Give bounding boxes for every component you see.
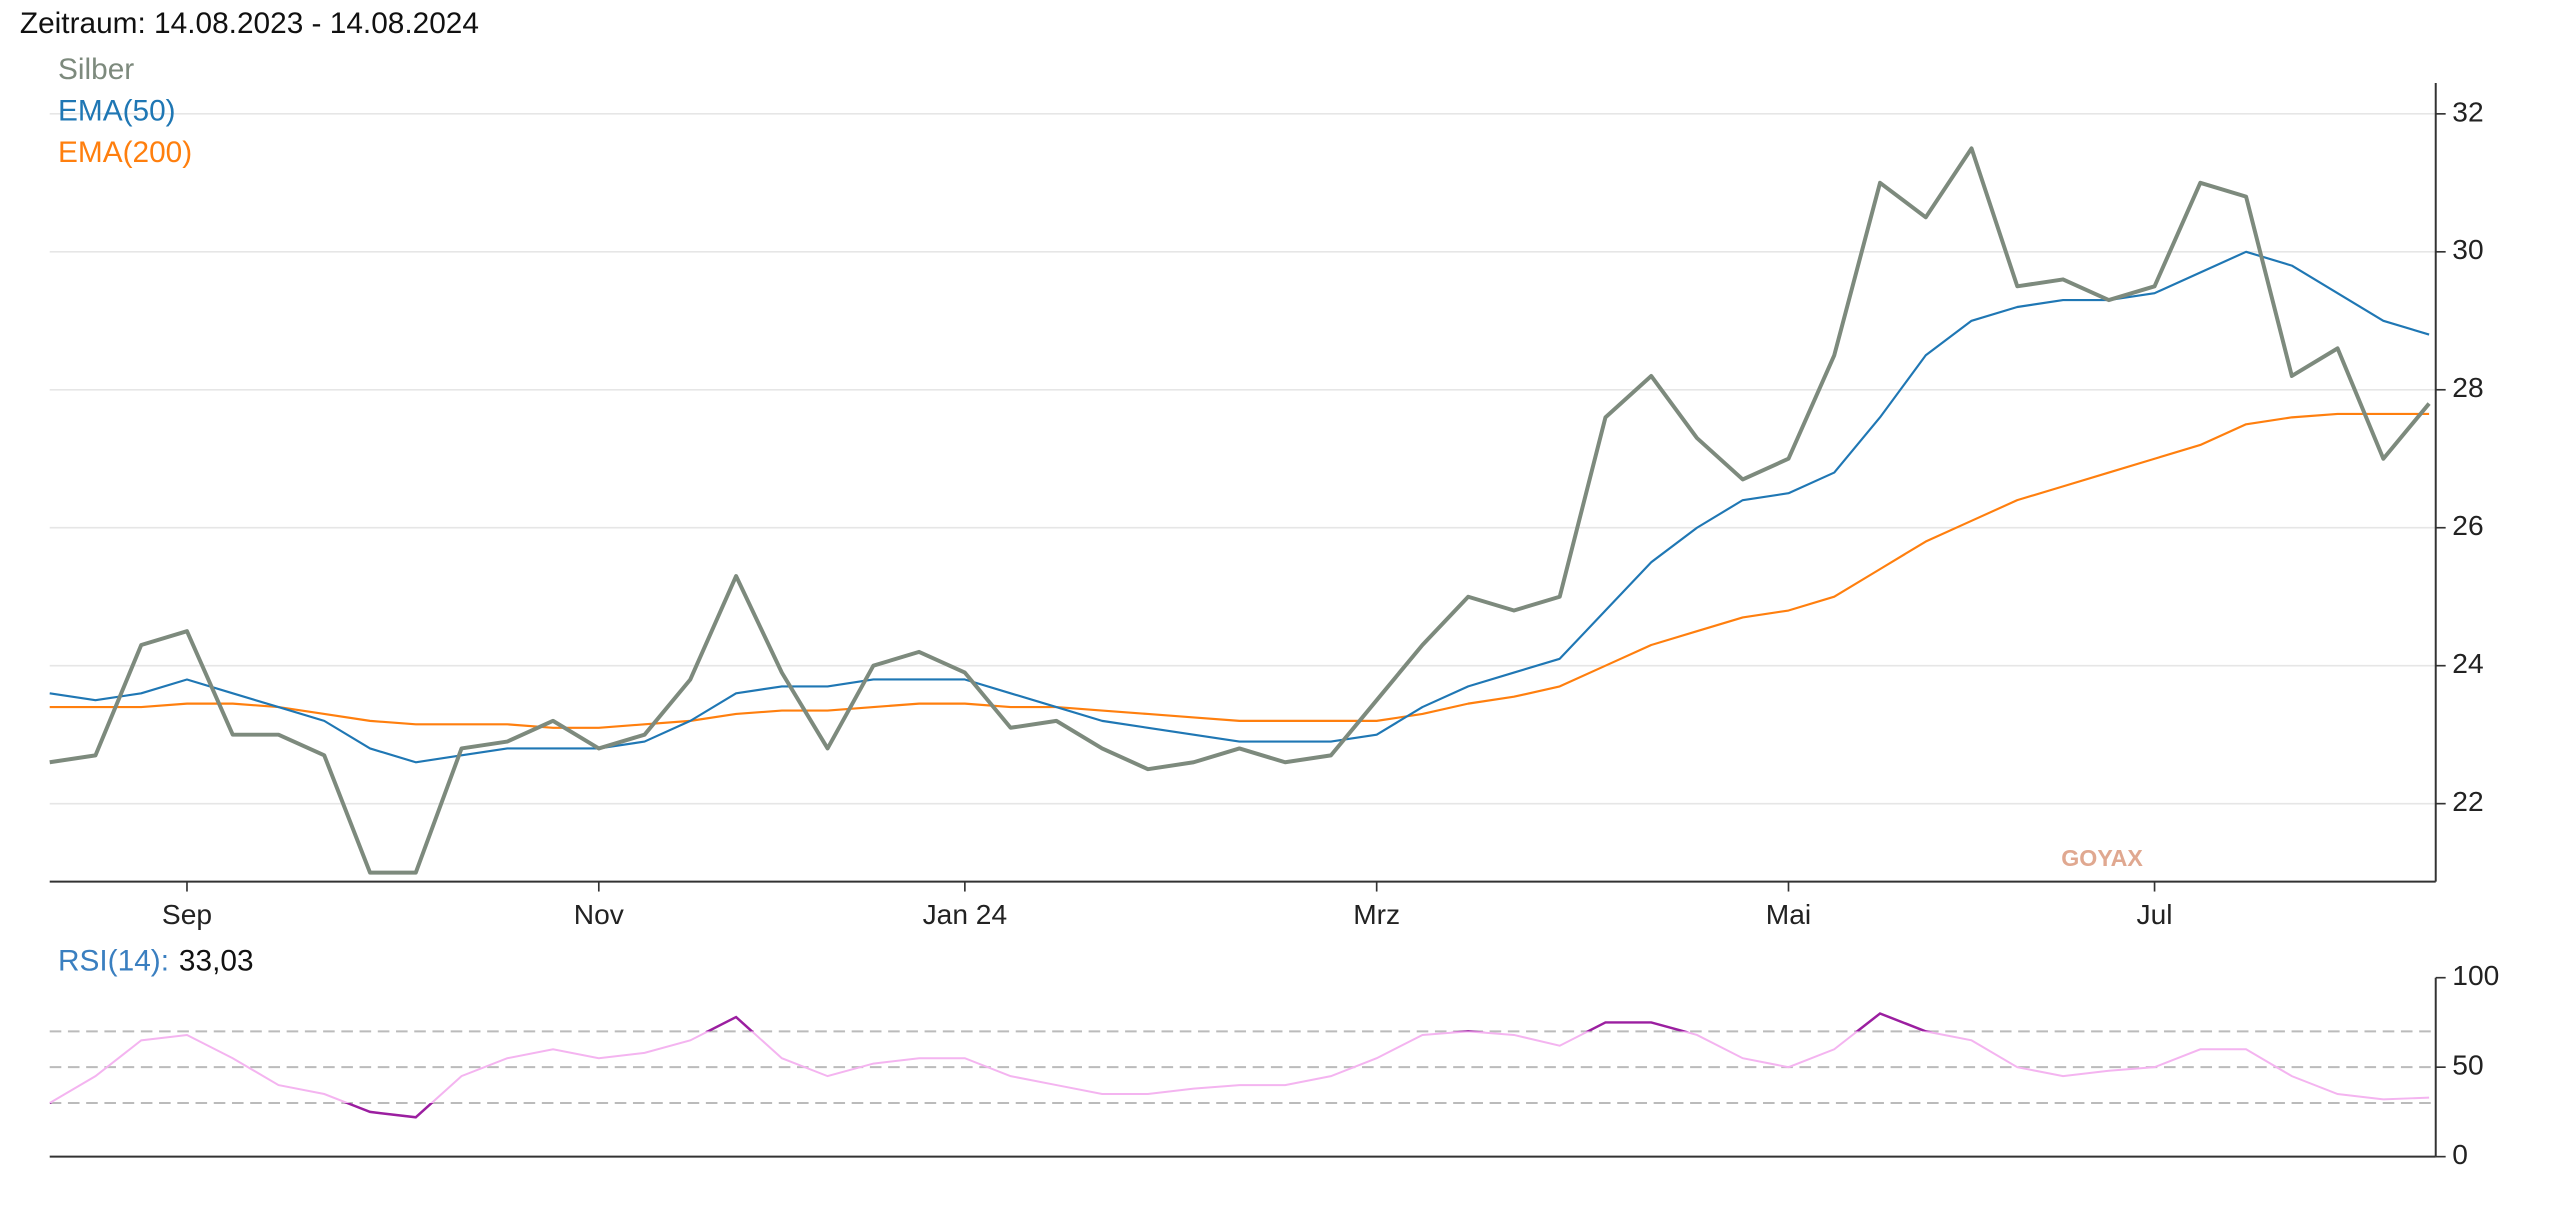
x-tick-label: Nov [574,899,624,930]
legend-label: EMA(50) [58,95,176,128]
series-line [49,146,2431,875]
series-line [49,250,2430,764]
x-tick-label: Jan 24 [923,899,1008,930]
chart-title: Zeitraum: 14.08.2023 - 14.08.2024 [20,7,479,40]
legend-label: EMA(200) [58,136,192,169]
legend-label: Silber [58,53,134,86]
y-tick-label: 24 [2452,648,2483,679]
x-tick-label: Mai [1766,899,1811,930]
y-tick-label: 32 [2452,96,2483,127]
rsi-extreme-line [49,1012,2430,1119]
y-tick-label: 100 [2452,960,2499,991]
y-tick-label: 26 [2452,510,2483,541]
y-tick-label: 22 [2452,786,2483,817]
rsi-line [49,1012,2430,1119]
y-tick-label: 28 [2452,372,2483,403]
rsi-label: RSI(14): [58,945,169,978]
y-tick-label: 50 [2452,1050,2483,1081]
x-tick-label: Sep [162,899,212,930]
watermark: GOYAX [2061,845,2143,871]
y-tick-label: 30 [2452,234,2483,265]
series-line [49,412,2430,729]
y-tick-label: 0 [2452,1139,2468,1170]
x-tick-label: Jul [2137,899,2173,930]
rsi-current: 33,03 [179,945,254,978]
x-tick-label: Mrz [1353,899,1400,930]
